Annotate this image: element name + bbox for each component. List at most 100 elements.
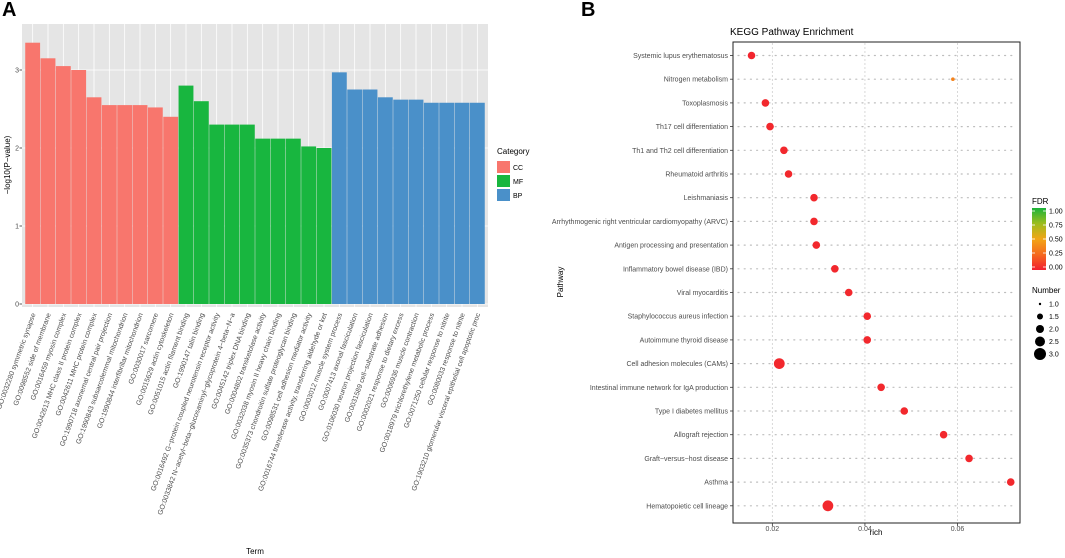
- pathway-tick-label: Nitrogen metabolism: [664, 77, 728, 84]
- pathway-tick-label: Autoimmune thyroid disease: [640, 337, 728, 344]
- bar: [209, 124, 225, 304]
- bar: [71, 70, 87, 304]
- bar-y-tick-label: 2: [15, 146, 19, 153]
- number-legend-label: 1.5: [1049, 314, 1059, 321]
- bar: [316, 148, 332, 304]
- fdr-legend-label: 0.25: [1049, 251, 1063, 258]
- dot: [1006, 478, 1015, 486]
- dot: [773, 358, 785, 369]
- number-legend-title: Number: [1032, 286, 1061, 295]
- bar: [25, 42, 41, 304]
- bar: [393, 99, 409, 304]
- number-legend-dot: [1035, 336, 1045, 347]
- panel-label-b: B: [581, 0, 595, 21]
- bar: [301, 146, 317, 304]
- bar: [55, 66, 71, 304]
- bar: [377, 97, 393, 304]
- dot: [877, 383, 885, 392]
- dot: [766, 122, 774, 131]
- dot: [780, 146, 788, 155]
- number-legend-dot: [1036, 325, 1044, 333]
- bar: [193, 101, 209, 304]
- dot: [822, 500, 834, 512]
- bar: [40, 58, 56, 304]
- pathway-tick-label: Type I diabetes mellitus: [655, 409, 729, 416]
- number-size-legend: Number 1.0 1.5 2.0 2.5 3.0: [1032, 286, 1061, 360]
- fdr-legend-label: 0.75: [1049, 223, 1063, 230]
- rich-tick-label: 0.04: [858, 526, 872, 533]
- bar: [285, 138, 301, 304]
- bar-x-tick-label: GO:0035373 chondroitin sulfate proteogly…: [235, 312, 298, 470]
- rich-tick-label: 0.02: [766, 526, 780, 533]
- number-legend-label: 3.0: [1049, 352, 1059, 359]
- dot-x-axis-title: rich: [870, 528, 883, 537]
- bar: [270, 138, 286, 304]
- dot: [863, 336, 872, 344]
- dot: [784, 170, 793, 178]
- bar: [331, 72, 347, 304]
- category-legend: Category CC MF BP: [497, 147, 529, 201]
- dot: [812, 241, 821, 249]
- pathway-tick-label: Graft−versus−host disease: [644, 456, 728, 463]
- bar-y-axis-title: −log10(P−value): [3, 135, 12, 194]
- bar: [101, 105, 117, 304]
- pathway-tick-label: Th1 and Th2 cell differentiation: [632, 148, 728, 155]
- bar: [454, 102, 470, 304]
- dot: [844, 288, 853, 297]
- pathway-tick-label: Cell adhesion molecules (CAMs): [626, 361, 728, 368]
- dot: [951, 77, 955, 81]
- bar-x-axis-title: Term: [246, 547, 264, 556]
- bar: [439, 102, 455, 304]
- legend-swatch-bp: [497, 189, 510, 201]
- bar: [362, 89, 378, 304]
- number-legend-dot: [1038, 302, 1042, 306]
- dot: [747, 51, 756, 60]
- pathway-tick-label: Antigen processing and presentation: [614, 243, 728, 250]
- bar: [163, 116, 179, 304]
- rich-tick-label: 0.06: [951, 526, 965, 533]
- dot: [831, 265, 839, 273]
- kegg-dot-plot: KEGG Pathway Enrichment Systemic lupus e…: [552, 27, 1063, 537]
- bar: [86, 97, 102, 304]
- bar: [469, 102, 485, 304]
- pathway-tick-label: Leishmaniasis: [684, 195, 729, 202]
- pathway-tick-label: Intestinal immune network for IgA produc…: [590, 385, 728, 392]
- dot: [761, 99, 770, 107]
- legend-label-bp: BP: [513, 193, 523, 200]
- number-legend-dot: [1037, 313, 1043, 320]
- number-legend-label: 2.0: [1049, 327, 1059, 334]
- bar-y-tick-label: 3: [15, 68, 19, 75]
- bar: [117, 105, 133, 304]
- pathway-tick-label: Asthma: [704, 480, 728, 487]
- bar-y-tick-label: 1: [15, 224, 19, 231]
- fdr-legend-label: 0.50: [1049, 237, 1063, 244]
- bar: [347, 89, 363, 304]
- dot-plot-title: KEGG Pathway Enrichment: [730, 27, 854, 38]
- dot: [939, 430, 948, 439]
- legend-swatch-mf: [497, 175, 510, 187]
- bar: [239, 124, 255, 304]
- dot: [900, 407, 909, 415]
- dot: [810, 193, 818, 202]
- pathway-tick-label: Systemic lupus erythematosus: [633, 53, 728, 60]
- bar: [423, 102, 439, 304]
- pathway-tick-label: Viral myocarditis: [677, 290, 729, 297]
- category-legend-title: Category: [497, 147, 529, 156]
- dot: [863, 312, 872, 321]
- number-legend-dot: [1034, 348, 1046, 360]
- pathway-tick-label: Staphylococcus aureus infection: [628, 314, 728, 321]
- pathway-tick-label: Arrhythmogenic right ventricular cardiom…: [552, 219, 728, 226]
- pathway-tick-label: Rheumatoid arthritis: [665, 172, 728, 179]
- pathway-tick-label: Toxoplasmosis: [682, 100, 728, 107]
- bar: [224, 124, 240, 304]
- bar-y-tick-label: 0: [15, 302, 19, 309]
- dot-plot-frame: [732, 41, 1021, 524]
- bar: [255, 138, 271, 304]
- bar: [408, 99, 424, 304]
- legend-swatch-cc: [497, 161, 510, 173]
- number-legend-label: 2.5: [1049, 339, 1059, 346]
- panel-label-a: A: [2, 0, 16, 21]
- fdr-color-legend: FDR 1.00 0.75 0.50 0.25 0.00: [1032, 197, 1063, 272]
